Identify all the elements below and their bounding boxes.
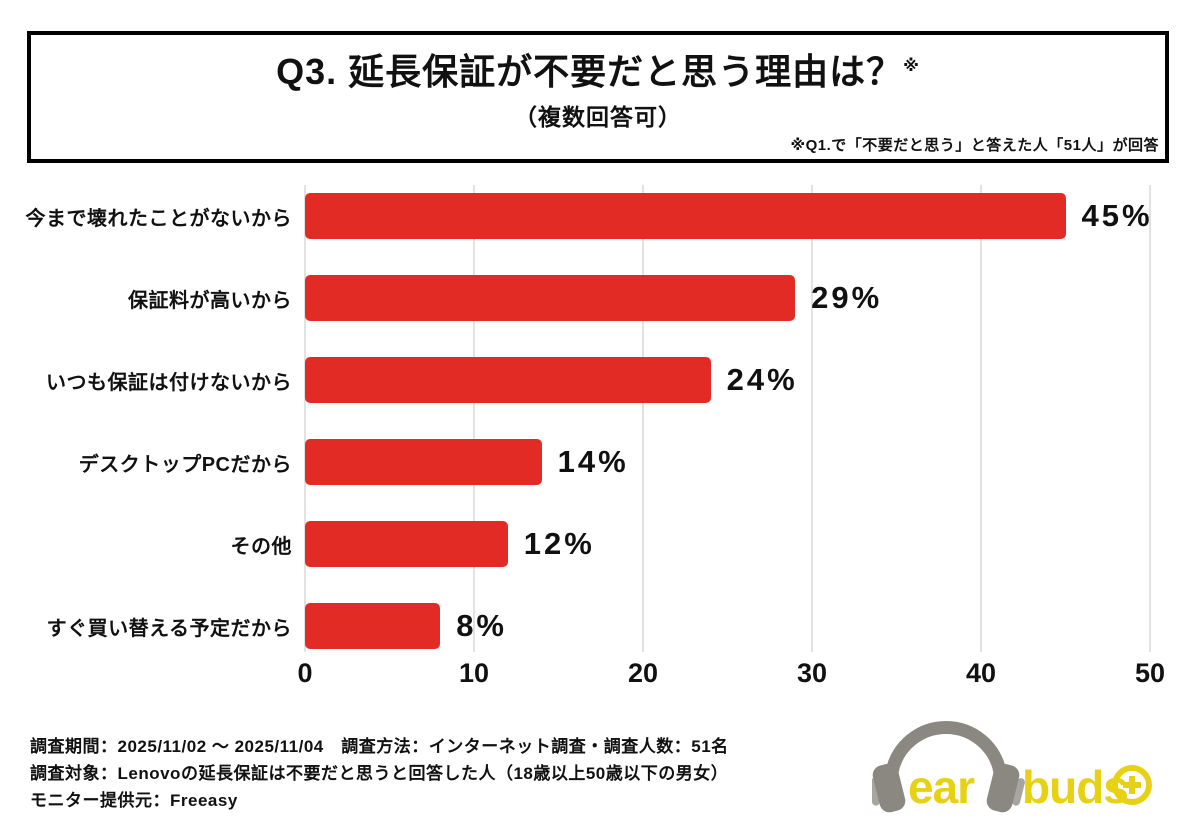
gridline (304, 185, 306, 652)
bar-row: すぐ買い替える予定だから 8% (0, 603, 1200, 649)
chart-title: Q3. 延長保証が不要だと思う理由は？※ (31, 51, 1165, 92)
bar-row: いつも保証は付けないから 24% (0, 357, 1200, 403)
bar (305, 439, 542, 485)
title-reference-mark: ※ (903, 57, 920, 75)
value-label: 45% (1081, 198, 1153, 233)
headphone-right-earcup-icon (986, 763, 1025, 813)
headphone-left-earcup-icon (867, 763, 906, 813)
x-tick-label: 40 (965, 658, 997, 688)
earbuds-logo-graphic: ear buds (867, 721, 1152, 813)
survey-meta-line: 調査対象：Lenovoの延長保証は不要だと思うと回答した人（18歳以上50歳以下… (30, 764, 729, 783)
bar (305, 603, 441, 649)
x-tick-label: 0 (297, 658, 313, 688)
value-label: 14% (557, 444, 629, 479)
category-label: いつも保証は付けないから (46, 371, 292, 394)
bar-chart: 今まで壊れたことがないから 45% 保証料が高いから 29% いつも保証は付けないから 2… (0, 185, 1200, 700)
bar (305, 357, 711, 403)
chart-title-text: Q3. 延長保証が不要だと思う理由は？ (276, 51, 904, 92)
gridline (642, 185, 644, 652)
value-label: 29% (811, 280, 883, 315)
gridline (811, 185, 813, 652)
x-tick-label: 30 (796, 658, 828, 688)
survey-meta-line: モニター提供元：Freeasy (30, 791, 238, 810)
gridline (1149, 185, 1151, 652)
gridline (473, 185, 475, 652)
category-label: 保証料が高いから (128, 289, 292, 312)
gridline (980, 185, 982, 652)
x-tick-label: 20 (627, 658, 659, 688)
bar-row: 保証料が高いから 29% (0, 275, 1200, 321)
value-label: 8% (456, 608, 507, 643)
logo-text-buds: buds (1022, 761, 1128, 813)
value-label: 12% (523, 526, 595, 561)
title-box: Q3. 延長保証が不要だと思う理由は？※ （複数回答可） ※Q1.で「不要だと思… (27, 31, 1169, 163)
bar-row: 今まで壊れたことがないから 45% (0, 193, 1200, 239)
value-label: 24% (726, 362, 798, 397)
earbuds-plus-logo: ear buds (867, 700, 1164, 818)
bar (305, 275, 796, 321)
x-tick-label: 10 (458, 658, 490, 688)
survey-meta-line: 調査期間：2025/11/02 ～ 2025/11/04 調査方法：インターネッ… (30, 737, 729, 756)
chart-subtitle: （複数回答可） (514, 104, 682, 131)
bar-row: デスクトップPCだから 14% (0, 439, 1200, 485)
plus-circle-icon (1112, 765, 1152, 805)
headphone-band-icon (885, 721, 1007, 779)
bar (305, 193, 1066, 239)
category-label: 今まで壊れたことがないから (25, 207, 292, 230)
logo-text-ear: ear (908, 761, 975, 813)
category-label: すぐ買い替える予定だから (46, 617, 292, 640)
survey-meta: 調査期間：2025/11/02 ～ 2025/11/04 調査方法：インターネッ… (30, 733, 880, 814)
x-tick-label: 50 (1134, 658, 1166, 688)
category-label: デスクトップPCだから (78, 453, 292, 476)
bar (305, 521, 508, 567)
category-label: その他 (230, 535, 292, 558)
bar-row: その他 12% (0, 521, 1200, 567)
chart-footnote: ※Q1.で「不要だと思う」と答えた人「51人」が回答 (790, 137, 1159, 154)
